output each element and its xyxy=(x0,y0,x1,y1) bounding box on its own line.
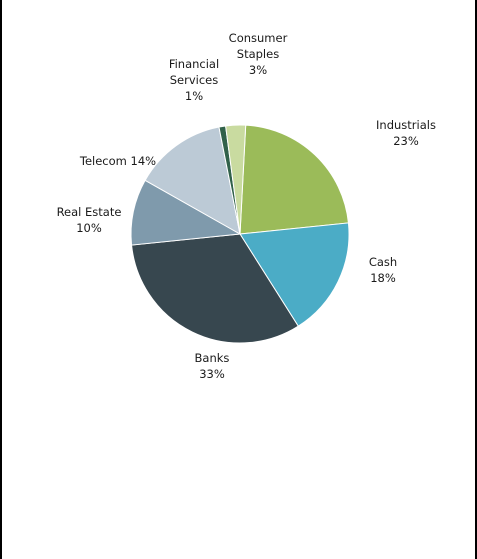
data-label-line: Consumer xyxy=(229,31,288,45)
data-label-line: Staples xyxy=(237,47,279,61)
pie-slice-banks xyxy=(131,233,299,344)
data-label-line: Telecom 14% xyxy=(79,154,156,168)
data-label-real-estate: Real Estate 10% xyxy=(57,205,122,235)
pie-slice-telecom xyxy=(144,126,241,235)
data-label-cash: Cash 18% xyxy=(369,255,397,285)
pie-slice-consumer-staples xyxy=(225,124,247,235)
data-label-financial-services: Financial Services 1% xyxy=(169,57,219,103)
data-label-industrials: Industrials 23% xyxy=(376,118,436,148)
pie-slice-cash xyxy=(239,222,350,327)
data-label-line: 33% xyxy=(199,367,225,381)
data-label-line: Financial xyxy=(169,57,219,71)
data-label-line: Industrials xyxy=(376,118,436,132)
data-label-line: Services xyxy=(170,73,219,87)
pie-slice-industrials xyxy=(239,124,349,235)
data-label-line: Real Estate xyxy=(57,205,122,219)
data-label-line: 1% xyxy=(185,89,203,103)
data-label-line: Banks xyxy=(195,351,230,365)
data-label-line: 3% xyxy=(249,63,267,77)
data-label-consumer-staples: Consumer Staples 3% xyxy=(229,31,288,77)
data-label-line: 10% xyxy=(76,221,102,235)
data-label-line: 23% xyxy=(393,134,419,148)
data-label-telecom: Telecom 14% xyxy=(79,154,156,168)
data-label-line: Cash xyxy=(369,255,397,269)
data-label-banks: Banks 33% xyxy=(195,351,230,381)
data-label-line: 18% xyxy=(370,271,396,285)
